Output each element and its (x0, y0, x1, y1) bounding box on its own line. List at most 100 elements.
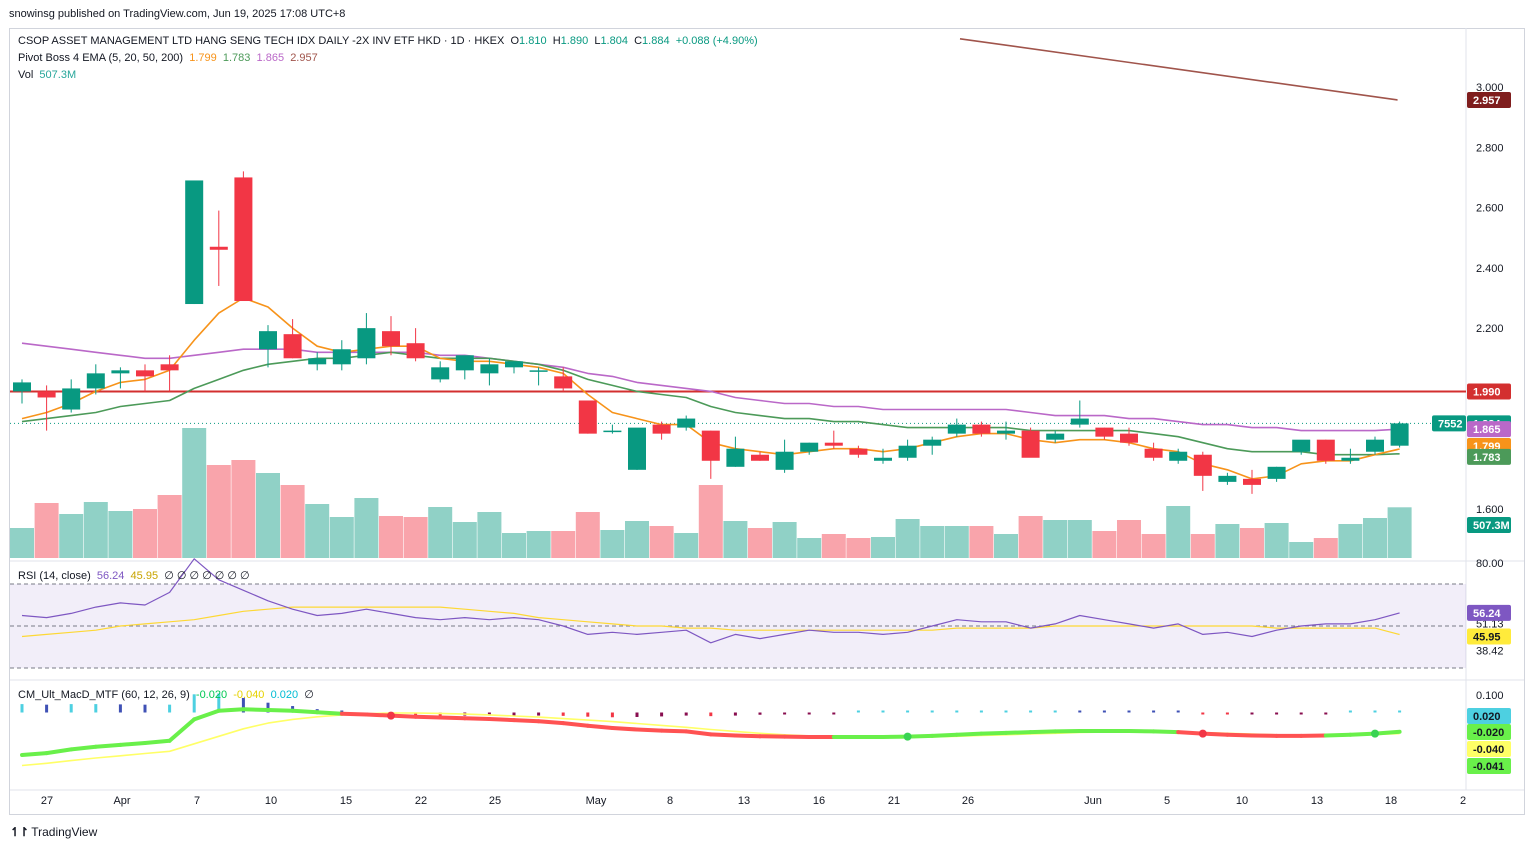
macd-signal-tag-bg (1467, 741, 1511, 757)
macd-signal-tag: -0.040 (1473, 744, 1504, 756)
volume-bar (1264, 523, 1289, 558)
macd-line-segment (561, 721, 590, 728)
ema200-value: 2.957 (290, 52, 318, 64)
macd-histogram-bar (69, 704, 73, 713)
publisher-line: snowinsg published on TradingView.com, J… (9, 8, 346, 20)
candle-body (1046, 433, 1065, 440)
volume-bar (206, 465, 231, 558)
volume-bar (723, 521, 748, 558)
time-tick-label: 10 (1236, 795, 1248, 807)
volume-bar (329, 517, 354, 558)
macd-histogram-bar (783, 712, 787, 715)
candle-body (1095, 427, 1114, 437)
macd-line-segment (44, 747, 74, 756)
volume-bar (698, 485, 723, 558)
rsi-tag-bg (1467, 604, 1511, 621)
candle-body (382, 331, 400, 347)
macd-line-segment (536, 719, 566, 726)
volume-bar (1018, 516, 1043, 558)
volume-bar (1092, 531, 1117, 558)
candle-body (701, 430, 720, 461)
candle-body (1021, 430, 1040, 458)
candle-body (849, 448, 868, 455)
macd-line-segment (1004, 730, 1033, 735)
volume-bar (452, 522, 477, 558)
tradingview-logo[interactable]: ↿↾ TradingView (10, 825, 97, 839)
candle-body (1243, 478, 1261, 485)
volume-bar (428, 507, 453, 558)
macd-histogram-bar (733, 712, 737, 716)
volume-bar (895, 519, 920, 558)
candle-body (800, 442, 819, 452)
macd-line-segment (487, 717, 516, 723)
volume-bar (182, 428, 207, 558)
price-tick-label: 2.200 (1476, 323, 1504, 335)
ema5-value: 1.799 (189, 52, 217, 64)
price-tick-label: 1.600 (1476, 504, 1504, 516)
macd-legend[interactable]: CM_Ult_MacD_MTF (60, 12, 26, 9) -0.020 -… (18, 688, 314, 701)
macd-line-segment (585, 723, 615, 730)
volume-bar (34, 503, 59, 558)
macd-signal-value: -0.040 (233, 689, 265, 701)
volume-bar (649, 526, 674, 558)
volume-bar (1289, 542, 1314, 558)
candle-body (898, 445, 917, 458)
rsi-ma-tag-bg (1467, 628, 1511, 645)
macd-histogram-bar (217, 693, 221, 713)
macd-line-segment (979, 730, 1008, 736)
time-tick-label: 25 (489, 795, 501, 807)
macd-histogram-bar (143, 704, 147, 713)
candle-body (234, 177, 253, 302)
candle-body (947, 424, 966, 434)
volume-bar (1117, 520, 1141, 558)
macd-histogram-bar (118, 704, 122, 713)
candle-body (308, 358, 327, 365)
candle-body (997, 430, 1015, 434)
macd-line-segment (930, 732, 959, 738)
time-tick-label: 13 (738, 795, 750, 807)
candle-body (652, 424, 671, 434)
macd-histogram-bar (20, 704, 24, 713)
ema-legend[interactable]: Pivot Boss 4 EMA (5, 20, 50, 200) 1.799 … (18, 52, 318, 64)
candle-body (1366, 439, 1384, 452)
macd-cross-down-dot (1198, 729, 1207, 738)
volume-bar (231, 460, 256, 558)
candle-body (775, 451, 794, 470)
high-label: H (552, 35, 561, 47)
macd-line-segment (1176, 730, 1205, 736)
macd-line-segment (167, 717, 197, 743)
time-tick-label: 21 (888, 795, 900, 807)
volume-bar (108, 511, 133, 558)
macd-line-segment (1200, 731, 1230, 737)
time-tick-label: 22 (415, 795, 427, 807)
candle-body (406, 343, 425, 359)
macd-hist-tag: 0.020 (1473, 711, 1501, 723)
candle-body (972, 424, 991, 434)
macd-line-segment (905, 733, 935, 739)
macd-histogram-bar (979, 710, 983, 713)
volume-tag-bg (1467, 517, 1511, 533)
volume-legend[interactable]: Vol 507.3M (18, 69, 76, 81)
macd-histogram-bar (709, 712, 713, 717)
macd-histogram-bar (537, 712, 541, 716)
candle-body (1267, 466, 1286, 479)
macd-histogram-bar (1029, 710, 1033, 713)
candle-body (111, 370, 130, 374)
macd-histogram-bar (758, 712, 762, 715)
macd-hist-value: 0.020 (270, 689, 299, 701)
macd-line-tag: -0.020 (1473, 727, 1504, 739)
rsi-legend[interactable]: RSI (14, close) 56.24 45.95 ∅ ∅ ∅ ∅ ∅ ∅ … (18, 569, 250, 582)
macd-histogram-bar (635, 712, 639, 717)
volume-bar (83, 502, 108, 558)
time-tick-label: 7 (194, 795, 200, 807)
volume-bar (305, 504, 330, 558)
macd-line-segment (610, 726, 639, 732)
macd-histogram-bar (856, 710, 860, 713)
symbol-title[interactable]: CSOP ASSET MANAGEMENT LTD HANG SENG TECH… (18, 35, 505, 47)
macd-histogram-bar (930, 710, 934, 713)
volume-bar (797, 538, 822, 558)
macd-histogram-bar (906, 710, 910, 713)
macd-line-segment (635, 727, 664, 733)
candle-body (209, 246, 228, 250)
